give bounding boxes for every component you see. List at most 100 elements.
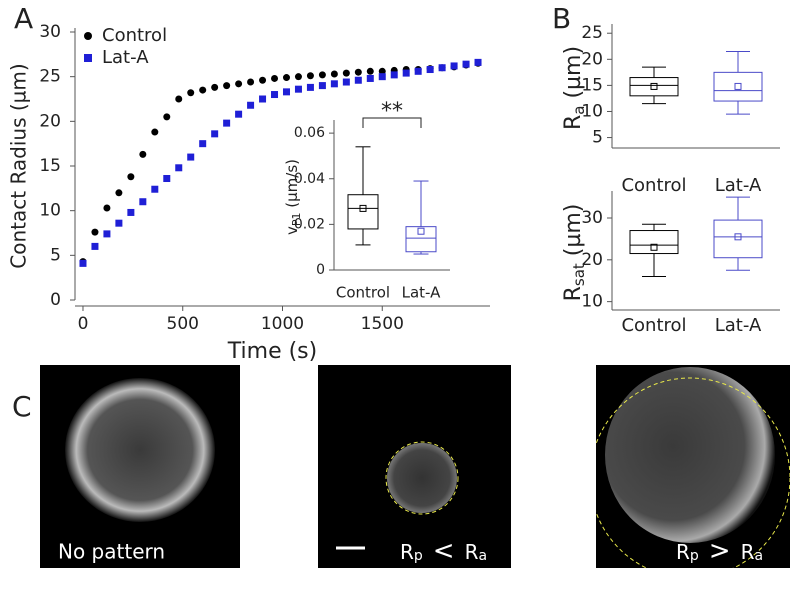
mean [734, 82, 742, 90]
point [175, 95, 183, 103]
point [342, 78, 350, 86]
y-axis-label-part: R [561, 286, 586, 301]
image-caption: Rp > Ra [676, 536, 763, 566]
point [306, 83, 314, 91]
caption-op: > [709, 536, 731, 566]
point [354, 76, 362, 84]
point [223, 82, 231, 90]
point [342, 69, 350, 77]
mean [359, 204, 367, 212]
y-tick-label: 10 [581, 292, 603, 312]
point [402, 69, 410, 77]
mean [650, 243, 658, 251]
y-axis-label-part: R [561, 115, 586, 130]
point [390, 71, 398, 79]
box [713, 219, 763, 259]
box [347, 194, 379, 230]
point [211, 83, 219, 91]
point [366, 74, 374, 82]
point [103, 204, 111, 212]
point [163, 175, 171, 183]
image-panel: Rp > Ra [596, 365, 790, 568]
y-axis-label-part: sat [570, 263, 588, 286]
point [127, 173, 135, 181]
image-caption: Rp < Ra [400, 536, 487, 566]
x-tick-label: Lat-A [402, 284, 442, 302]
y-tick-label: 5 [592, 128, 603, 148]
y-tick-label: 15 [581, 75, 603, 95]
point [330, 70, 338, 78]
y-axis-label-part: (µm) [561, 204, 586, 264]
point [103, 230, 111, 238]
y-axis-label-part: (µm/s) [283, 159, 301, 213]
y-tick-label: 20 [581, 49, 603, 69]
point [163, 113, 171, 121]
point [211, 130, 219, 138]
point [235, 80, 243, 88]
mean [417, 227, 425, 235]
point [282, 74, 290, 82]
caption-text: R [741, 540, 755, 564]
point [187, 89, 195, 97]
point [115, 219, 123, 227]
y-axis-label-part: a [570, 106, 588, 115]
point [259, 76, 267, 84]
point [318, 71, 326, 79]
x-tick-label: 0 [78, 314, 89, 334]
legend-label: Control [102, 25, 167, 46]
mean [650, 82, 658, 90]
point [378, 73, 386, 81]
y-axis-label-part: P1 [290, 212, 303, 226]
caption-op: < [433, 536, 455, 566]
y-tick-label: 30 [39, 22, 61, 42]
legend-marker [84, 54, 92, 62]
y-axis-label: Rsat (µm) [561, 204, 588, 302]
x-tick-label: 500 [167, 314, 199, 334]
caption-text: R [400, 540, 414, 564]
point [294, 85, 302, 93]
y-axis-label: Contact Radius (µm) [7, 63, 31, 268]
caption-text: R [676, 540, 690, 564]
point [115, 189, 123, 197]
x-tick-label: Lat-A [715, 315, 762, 336]
point [330, 80, 338, 88]
x-tick-label: 1000 [261, 314, 304, 334]
box [629, 77, 679, 97]
panel-label: A [14, 2, 33, 35]
point [151, 185, 159, 193]
point [271, 91, 279, 99]
point [199, 140, 207, 148]
y-tick-label: 25 [581, 23, 603, 43]
y-tick-label: 5 [50, 245, 61, 265]
caption-sub: p [414, 548, 423, 564]
y-tick-label: 10 [39, 201, 61, 221]
y-tick-label: 15 [39, 156, 61, 176]
caption-sub: p [690, 548, 699, 564]
y-tick-label: 25 [39, 67, 61, 87]
panel-label: C [12, 390, 32, 423]
annotation: ** [381, 99, 403, 124]
point [306, 72, 314, 80]
y-tick-label: 20 [581, 250, 603, 270]
point [223, 119, 231, 127]
y-tick-label: 0.06 [294, 125, 325, 141]
y-tick-label: 0 [316, 262, 325, 278]
point [354, 68, 362, 76]
point [378, 67, 386, 75]
box [629, 230, 679, 255]
point [282, 88, 290, 96]
x-tick-label: Control [621, 175, 686, 196]
y-tick-label: 0.02 [294, 216, 325, 232]
y-tick-label: 10 [581, 101, 603, 121]
point [175, 164, 183, 172]
point [366, 67, 374, 75]
panel-label: B [552, 2, 571, 35]
y-tick-label: 0.04 [294, 171, 325, 187]
point [450, 62, 458, 70]
point [151, 128, 159, 136]
point [294, 73, 302, 81]
caption-text: R [465, 540, 479, 564]
y-tick-label: 20 [39, 111, 61, 131]
image-panel: Rp < Ra [318, 365, 511, 568]
